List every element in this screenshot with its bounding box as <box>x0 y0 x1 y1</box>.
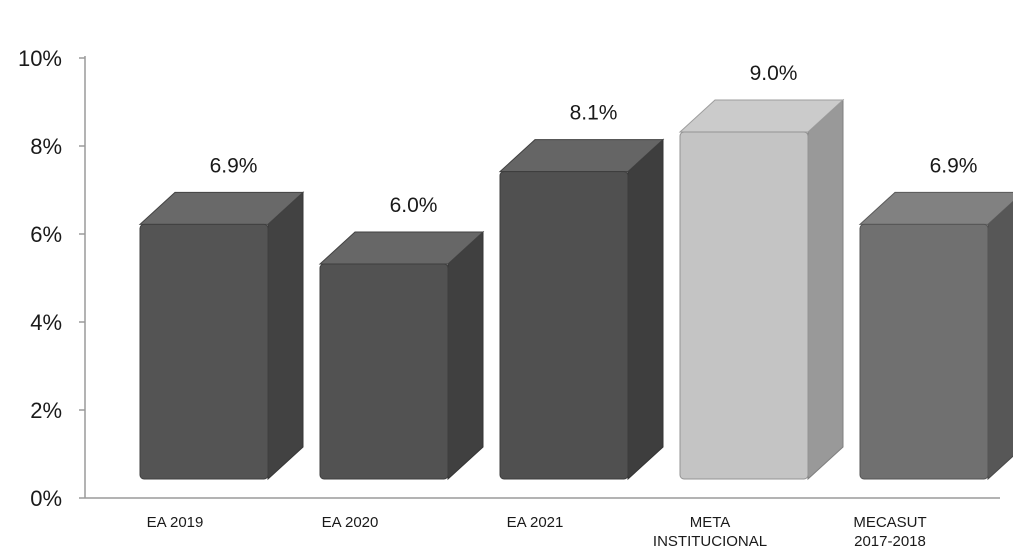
bar-side-face <box>807 98 844 481</box>
x-tick-label: 2017-2018 <box>854 533 926 550</box>
x-tick-label: META <box>690 514 731 531</box>
y-tick-label: 2% <box>30 398 62 423</box>
chart-labels: 6.9% EA 2019 6.0% EA 2020 8.1% EA 2021 9.0% MET… <box>147 62 978 550</box>
bar-front-face <box>319 263 449 480</box>
y-tick-label: 4% <box>30 310 62 335</box>
y-tick-label: 0% <box>30 486 62 511</box>
value-label: 9.0% <box>750 62 798 85</box>
x-tick-label: EA 2020 <box>322 514 379 531</box>
bar <box>858 191 1013 481</box>
value-label: 8.1% <box>570 102 618 125</box>
bar-front-face <box>499 171 629 480</box>
bar-side-face <box>987 200 1013 481</box>
bar <box>138 191 305 481</box>
bar-side-face <box>447 230 484 481</box>
x-tick-label: INSTITUCIONAL <box>653 533 767 550</box>
chart-axes: 0% 2% 4% 6% 8% 10% <box>18 46 1000 511</box>
y-tick-label: 8% <box>30 134 62 159</box>
value-label: 6.9% <box>930 154 978 177</box>
x-tick-label: MECASUT <box>853 514 926 531</box>
bar-side-face <box>267 191 304 481</box>
chart-bars <box>138 98 1013 481</box>
bar <box>318 230 485 481</box>
y-tick-label: 6% <box>30 222 62 247</box>
bar-front-face <box>859 223 989 480</box>
y-tick-label: 10% <box>18 46 62 71</box>
bar-side-face <box>627 138 664 481</box>
bar-top-face <box>858 191 1013 225</box>
value-label: 6.9% <box>210 154 258 177</box>
bar <box>678 98 845 481</box>
bar <box>498 138 665 481</box>
value-label: 6.0% <box>390 194 438 217</box>
bar-front-face <box>679 131 809 480</box>
x-tick-label: EA 2019 <box>147 514 204 531</box>
bar-front-face <box>139 223 269 480</box>
x-tick-label: EA 2021 <box>507 514 564 531</box>
